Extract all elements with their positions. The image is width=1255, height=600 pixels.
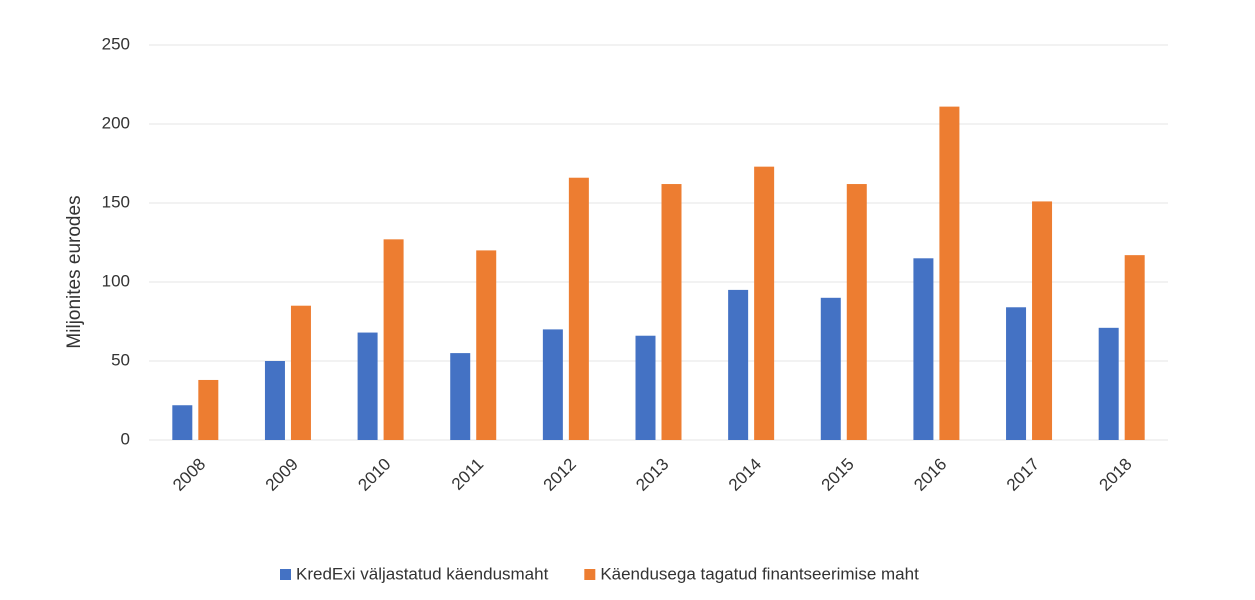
bar xyxy=(542,329,563,440)
bar xyxy=(568,177,589,440)
bar xyxy=(846,184,867,440)
bar xyxy=(476,250,497,440)
x-tick-label: 2013 xyxy=(632,455,672,495)
bar xyxy=(1098,327,1119,440)
legend-swatch xyxy=(280,569,291,580)
bar xyxy=(913,258,934,440)
x-tick-label: 2008 xyxy=(169,455,209,495)
y-tick-label: 250 xyxy=(102,34,130,53)
bar xyxy=(635,335,656,440)
bar xyxy=(1032,201,1053,440)
bar xyxy=(198,379,219,440)
x-tick-label: 2011 xyxy=(448,455,487,494)
bar xyxy=(357,332,378,440)
bar xyxy=(383,239,404,440)
x-tick-label: 2014 xyxy=(725,455,765,495)
bar xyxy=(172,405,193,440)
x-tick-label: 2016 xyxy=(910,455,950,495)
y-tick-label: 0 xyxy=(121,429,130,448)
x-tick-label: 2012 xyxy=(540,455,580,495)
bar xyxy=(290,305,311,440)
legend-label: Käendusega tagatud finantseerimise maht xyxy=(600,564,919,583)
bar xyxy=(661,184,682,440)
y-tick-label: 100 xyxy=(102,271,130,290)
bar xyxy=(450,353,471,440)
bar xyxy=(728,289,749,440)
y-tick-label: 200 xyxy=(102,113,130,132)
bar xyxy=(820,297,841,440)
x-tick-label: 2018 xyxy=(1095,455,1135,495)
x-tick-label: 2009 xyxy=(262,455,302,495)
bar xyxy=(1124,255,1145,440)
legend-swatch xyxy=(584,569,596,580)
bar xyxy=(939,106,960,441)
x-tick-label: 2017 xyxy=(1003,455,1043,495)
y-tick-label: 50 xyxy=(111,350,130,369)
bar xyxy=(754,166,775,440)
bar xyxy=(1006,307,1027,440)
bar xyxy=(264,361,285,440)
x-tick-label: 2010 xyxy=(354,455,394,495)
y-axis-label: Miljonites eurodes xyxy=(64,195,85,348)
x-tick-label: 2015 xyxy=(818,455,858,495)
y-tick-label: 150 xyxy=(102,192,130,211)
legend-label: KredExi väljastatud käendusmaht xyxy=(296,564,549,583)
